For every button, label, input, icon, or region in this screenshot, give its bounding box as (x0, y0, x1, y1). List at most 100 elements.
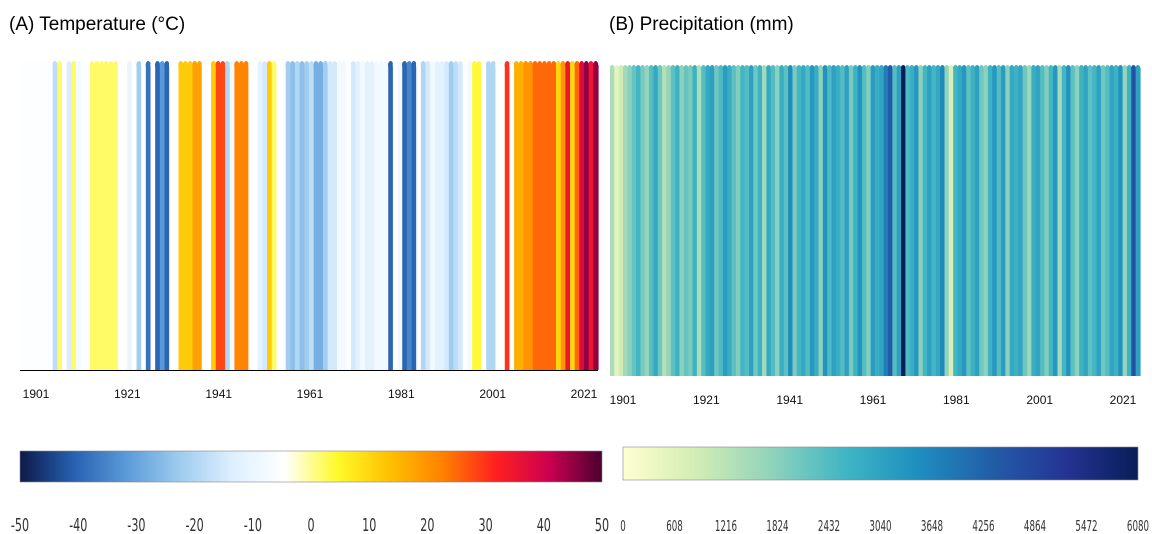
precipitation-stripe-cap (1074, 65, 1080, 71)
temperature-stripe (117, 65, 124, 370)
temperature-stripe-cap (490, 61, 496, 69)
precipitation-colorbar-tick: 5472 (1075, 518, 1097, 534)
precipitation-stripe-cap (861, 65, 867, 71)
precipitation-stripe (1031, 68, 1037, 376)
temperature-stripe (285, 65, 291, 370)
temperature-stripe-cap (29, 61, 35, 69)
precipitation-stripe-cap (966, 65, 971, 71)
temperature-stripe-cap (113, 61, 119, 69)
precipitation-stripe (927, 68, 933, 376)
temperature-colorbar-tick: -40 (69, 514, 87, 534)
precipitation-stripe (1044, 68, 1050, 376)
temperature-stripe-cap (117, 61, 123, 69)
precipitation-stripe-cap (757, 65, 763, 71)
precipitation-stripe-cap (1135, 65, 1141, 71)
precipitation-colorbar-tick: 1824 (766, 518, 788, 534)
precipitation-stripe-cap (696, 65, 702, 71)
precipitation-stripe-cap (1109, 65, 1115, 71)
temperature-stripe (523, 65, 529, 370)
temperature-stripe-cap (457, 61, 464, 69)
precipitation-stripe (653, 68, 659, 376)
temperature-stripe-cap (75, 61, 81, 69)
precipitation-stripe-cap (926, 65, 932, 71)
precipitation-stripe-cap (948, 65, 954, 71)
temperature-stripe-cap (443, 61, 450, 69)
temperature-stripe (504, 65, 511, 370)
temperature-stripe (229, 65, 236, 370)
precipitation-stripe (1040, 68, 1046, 376)
temperature-stripe-cap (453, 61, 459, 69)
temperature-stripe (211, 65, 217, 370)
temperature-stripe-cap (383, 61, 389, 69)
precipitation-stripe (983, 68, 989, 376)
precipitation-stripe (1109, 68, 1115, 376)
temperature-stripe-cap (429, 61, 436, 69)
precipitation-stripe (722, 68, 728, 376)
precipitation-stripe (679, 68, 685, 376)
precipitation-stripe-cap (879, 65, 884, 71)
temperature-stripe (458, 65, 464, 370)
precipitation-stripe-cap (792, 65, 797, 71)
precipitation-stripe-cap (992, 65, 997, 71)
precipitation-stripe-cap (974, 65, 980, 71)
precipitation-stripe-cap (957, 65, 963, 71)
temperature-stripe (490, 65, 497, 370)
precipitation-stripe (966, 68, 972, 376)
precipitation-year-tick: 1961 (860, 393, 887, 407)
precipitation-stripe-cap (1005, 65, 1010, 71)
temperature-stripe-cap (574, 61, 580, 69)
precipitation-stripe (1131, 68, 1137, 376)
temperature-stripe (127, 65, 133, 370)
precipitation-stripe-cap (692, 65, 698, 71)
precipitation-stripe-cap (818, 65, 824, 71)
temperature-stripe (136, 65, 142, 370)
temperature-stripe (514, 65, 520, 370)
precipitation-stripe (640, 68, 646, 376)
temperature-stripe (481, 65, 487, 370)
temperature-stripe-cap (136, 61, 142, 69)
precipitation-stripe (1005, 68, 1011, 376)
precipitation-stripe-cap (722, 65, 728, 71)
precipitation-stripe (848, 68, 854, 376)
temperature-stripe (476, 65, 483, 370)
precipitation-stripe-cap (627, 65, 632, 71)
precipitation-stripe (775, 68, 781, 376)
precipitation-stripe-cap (753, 65, 758, 71)
temperature-stripe (281, 65, 287, 370)
precipitation-stripe (866, 68, 872, 376)
precipitation-stripe-cap (718, 65, 724, 71)
temperature-stripe-cap (332, 61, 338, 69)
temperature-stripe-cap (248, 61, 254, 69)
precipitation-stripe (766, 68, 772, 376)
temperature-stripe (448, 65, 455, 370)
precipitation-stripe-cap (970, 65, 976, 71)
precipitation-year-tick: 2021 (1110, 393, 1137, 407)
temperature-stripe (369, 65, 375, 370)
temperature-stripe (164, 65, 170, 370)
temperature-stripe (318, 65, 324, 370)
precipitation-stripe (770, 68, 776, 376)
precipitation-stripe-cap (635, 65, 641, 71)
temperature-stripe-cap (215, 61, 221, 69)
temperature-stripe (24, 65, 30, 370)
precipitation-stripe (688, 68, 694, 376)
precipitation-year-tick: 1921 (693, 393, 720, 407)
temperature-stripe-cap (551, 61, 557, 69)
precipitation-stripe-cap (853, 65, 858, 71)
precipitation-stripe-cap (939, 65, 945, 71)
temperature-colorbar-tick: -10 (244, 514, 262, 534)
temperature-stripe-cap (271, 61, 277, 69)
precipitation-stripe (857, 68, 863, 376)
precipitation-stripe-cap (770, 65, 776, 71)
temperature-stripe-cap (173, 61, 179, 69)
precipitation-stripe (905, 68, 911, 376)
temperature-stripe (38, 65, 44, 370)
temperature-stripe-cap (66, 61, 72, 69)
precipitation-stripe-cap (609, 65, 615, 71)
temperature-stripe (220, 65, 226, 370)
precipitation-stripe (709, 68, 715, 376)
precipitation-colorbar-tick: 4864 (1024, 518, 1046, 534)
temperature-stripe-cap (411, 61, 417, 69)
precipitation-stripe (1113, 68, 1119, 376)
temperature-stripe (406, 65, 413, 370)
